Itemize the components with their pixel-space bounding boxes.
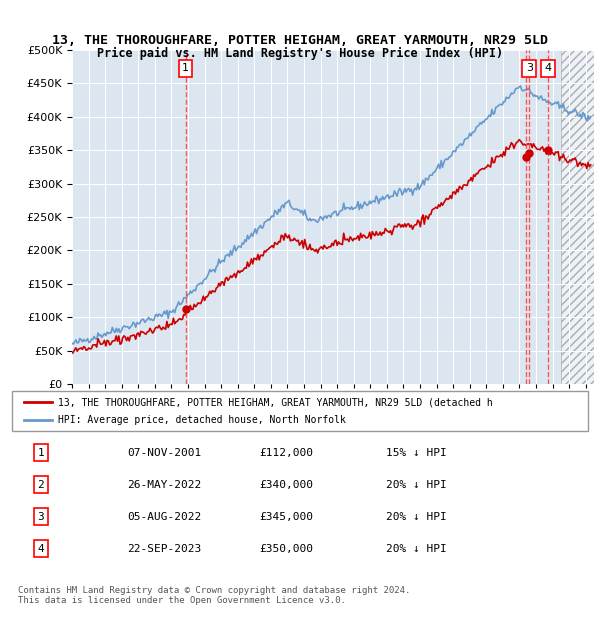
Text: 3: 3	[526, 63, 533, 73]
Text: 22-SEP-2023: 22-SEP-2023	[127, 544, 202, 554]
Text: £345,000: £345,000	[260, 512, 314, 521]
Text: 13, THE THOROUGHFARE, POTTER HEIGHAM, GREAT YARMOUTH, NR29 5LD: 13, THE THOROUGHFARE, POTTER HEIGHAM, GR…	[52, 34, 548, 47]
Bar	[561, 50, 594, 384]
Text: 3: 3	[37, 512, 44, 521]
Text: 4: 4	[545, 63, 551, 73]
Text: 26-MAY-2022: 26-MAY-2022	[127, 480, 202, 490]
Text: Price paid vs. HM Land Registry's House Price Index (HPI): Price paid vs. HM Land Registry's House …	[97, 46, 503, 60]
Text: 20% ↓ HPI: 20% ↓ HPI	[386, 512, 447, 521]
Text: 20% ↓ HPI: 20% ↓ HPI	[386, 544, 447, 554]
Text: 4: 4	[37, 544, 44, 554]
Text: 1: 1	[37, 448, 44, 458]
Text: 05-AUG-2022: 05-AUG-2022	[127, 512, 202, 521]
Text: 1: 1	[182, 63, 189, 73]
Text: £112,000: £112,000	[260, 448, 314, 458]
Text: 07-NOV-2001: 07-NOV-2001	[127, 448, 202, 458]
Text: Contains HM Land Registry data © Crown copyright and database right 2024.
This d: Contains HM Land Registry data © Crown c…	[18, 586, 410, 605]
Text: 20% ↓ HPI: 20% ↓ HPI	[386, 480, 447, 490]
Text: 2: 2	[37, 480, 44, 490]
Text: £350,000: £350,000	[260, 544, 314, 554]
Text: 13, THE THOROUGHFARE, POTTER HEIGHAM, GREAT YARMOUTH, NR29 5LD (detached h: 13, THE THOROUGHFARE, POTTER HEIGHAM, GR…	[58, 397, 493, 408]
Bar	[561, 50, 594, 384]
Text: £340,000: £340,000	[260, 480, 314, 490]
Text: 15% ↓ HPI: 15% ↓ HPI	[386, 448, 447, 458]
FancyBboxPatch shape	[12, 391, 588, 431]
Text: HPI: Average price, detached house, North Norfolk: HPI: Average price, detached house, Nort…	[58, 415, 346, 425]
